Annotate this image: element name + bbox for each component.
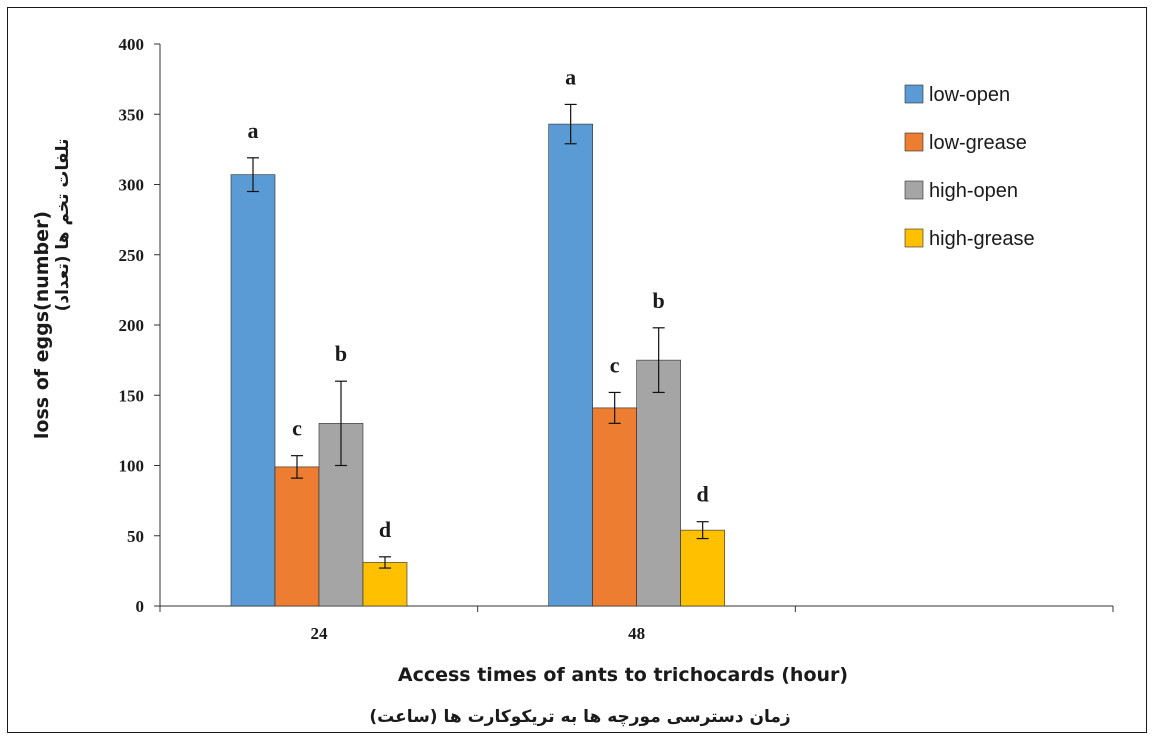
legend-swatch-high-grease — [904, 228, 924, 248]
bar-high-grease-48 — [680, 529, 725, 607]
legend-label-high-open: high-open — [929, 180, 1018, 202]
legend-swatch-low-grease — [904, 132, 924, 152]
y-tick-label: 100 — [119, 457, 145, 476]
significance-letter: c — [610, 352, 620, 377]
significance-letter: d — [379, 517, 391, 542]
y-axis-title: loss of eggs(number) — [31, 211, 53, 439]
legend-label-low-grease: low-grease — [929, 132, 1027, 154]
y-tick-label: 50 — [127, 527, 144, 546]
bar-low-open-48 — [548, 123, 593, 607]
y-tick-label: 150 — [119, 386, 145, 405]
y-tick-label: 250 — [119, 246, 145, 265]
y-tick-label: 300 — [119, 176, 145, 195]
x-axis-title-fa: زمان دسترسی مورچه ها به تریکوکارت ها (سا… — [369, 707, 790, 727]
y-axis: 0 50 100 150 200 250 300 350 400 — [119, 35, 161, 616]
significance-letter: a — [248, 118, 259, 143]
significance-letter: d — [697, 482, 709, 507]
x-axis-title: Access times of ants to trichocards (hou… — [398, 664, 848, 686]
legend: low-open low-grease high-open high-grease — [904, 84, 1035, 250]
x-tick-label: 48 — [628, 624, 645, 643]
legend-swatch-high-open — [904, 180, 924, 200]
y-tick-label: 400 — [119, 35, 145, 54]
y-axis-title-fa: تلفات تخم ها (تعداد) — [53, 139, 73, 312]
significance-letter: b — [653, 288, 665, 313]
y-tick-label: 350 — [119, 105, 145, 124]
significance-letter: c — [292, 416, 302, 441]
y-tick-label: 0 — [136, 597, 145, 616]
bar-high-open-48 — [636, 359, 681, 607]
legend-label-low-open: low-open — [929, 84, 1010, 106]
bar-low-grease-24 — [274, 466, 320, 607]
x-axis: 24 48 — [159, 605, 1114, 643]
bar-low-grease-48 — [592, 407, 637, 607]
legend-swatch-low-open — [904, 84, 924, 104]
significance-letter: b — [335, 341, 347, 366]
legend-label-high-grease: high-grease — [929, 228, 1035, 250]
bar-high-grease-24 — [362, 562, 408, 607]
x-tick-label: 24 — [311, 624, 329, 643]
bar-low-open-24 — [230, 174, 276, 607]
y-tick-label: 200 — [119, 316, 145, 335]
significance-letter: a — [565, 64, 576, 89]
bars: a c b d a c b d — [230, 64, 725, 607]
